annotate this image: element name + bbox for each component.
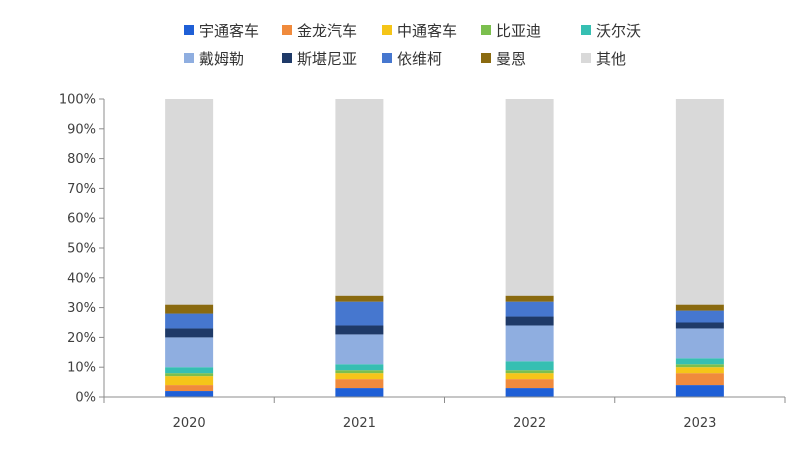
bar-stack-2021 <box>335 99 384 397</box>
legend-label: 斯堪尼亚 <box>297 50 357 68</box>
bar-segment-2021-s6 <box>335 334 384 365</box>
legend-swatch <box>581 53 591 63</box>
legend-item-7: 斯堪尼亚 <box>282 50 357 68</box>
legend-label: 中通客车 <box>397 22 457 40</box>
y-tick-label: 10% <box>67 361 96 376</box>
y-tick-label: 70% <box>67 182 96 197</box>
y-tick-label: 100% <box>59 93 96 108</box>
legend-label: 金龙汽车 <box>297 22 357 40</box>
bar-segment-2020-s2 <box>165 385 214 392</box>
y-tick-label: 60% <box>67 212 96 227</box>
bar-segment-2022-s9 <box>505 295 554 302</box>
legend-label: 依维柯 <box>397 50 442 68</box>
x-tick-label: 2023 <box>683 416 716 431</box>
bar-segment-2023-s7 <box>675 322 724 329</box>
legend-swatch <box>481 25 491 35</box>
bar-segment-2022-s2 <box>505 379 554 389</box>
bar-segment-2020-s4 <box>165 373 214 377</box>
bar-stack-2022 <box>505 99 554 397</box>
legend-swatch <box>184 53 194 63</box>
bar-segment-2020-s5 <box>165 367 214 374</box>
y-tick-label: 90% <box>67 122 96 137</box>
bar-segment-2021-s4 <box>335 370 384 374</box>
y-tick-label: 0% <box>75 391 96 406</box>
bar-segment-2020-s3 <box>165 376 214 386</box>
bar-segment-2022-s7 <box>505 316 554 326</box>
bar-segment-2023-s10 <box>675 99 724 305</box>
y-tick-label: 20% <box>67 331 96 346</box>
legend-swatch <box>184 25 194 35</box>
legend-swatch <box>282 53 292 63</box>
bar-segment-2023-s1 <box>675 385 724 397</box>
legend-item-4: 比亚迪 <box>481 22 541 40</box>
legend-label: 曼恩 <box>496 50 526 68</box>
legend-swatch <box>581 25 591 35</box>
y-axis: 0% 10% 20% 30% 40% 50% 60% 70% 80% 90% 100% <box>59 93 105 406</box>
bar-segment-2020-s6 <box>165 337 214 368</box>
bar-segment-2021-s5 <box>335 364 384 371</box>
bar-segment-2020-s8 <box>165 313 214 329</box>
legend-swatch <box>481 53 491 63</box>
y-tick-label: 30% <box>67 301 96 316</box>
bar-segment-2021-s7 <box>335 325 384 335</box>
x-tick-label: 2020 <box>173 416 206 431</box>
bar-segment-2022-s10 <box>505 99 554 296</box>
bar-segment-2023-s8 <box>675 310 724 323</box>
legend-item-8: 依维柯 <box>382 50 442 68</box>
x-tick-label: 2022 <box>513 416 546 431</box>
bar-segment-2023-s2 <box>675 373 724 386</box>
bar-segment-2021-s8 <box>335 301 384 326</box>
bar-segment-2020-s1 <box>165 391 214 397</box>
bar-segment-2020-s10 <box>165 99 214 305</box>
bar-segment-2021-s10 <box>335 99 384 296</box>
bar-segment-2021-s3 <box>335 373 384 380</box>
legend-item-3: 中通客车 <box>382 22 457 40</box>
bars <box>165 99 724 397</box>
legend-swatch <box>382 25 392 35</box>
bar-segment-2020-s9 <box>165 304 214 314</box>
x-axis: 2020 2021 2022 2023 <box>103 396 786 431</box>
bar-segment-2021-s9 <box>335 295 384 302</box>
legend-item-6: 戴姆勒 <box>184 50 244 68</box>
bar-segment-2022-s4 <box>505 370 554 374</box>
bar-segment-2021-s2 <box>335 379 384 389</box>
legend-swatch <box>282 25 292 35</box>
bar-stack-2020 <box>165 99 214 397</box>
bar-segment-2023-s3 <box>675 367 724 374</box>
bar-segment-2021-s1 <box>335 388 384 397</box>
legend-label: 其他 <box>596 50 626 68</box>
bar-segment-2023-s9 <box>675 304 724 311</box>
legend-item-5: 沃尔沃 <box>581 22 641 40</box>
legend-item-10: 其他 <box>581 50 626 68</box>
legend-item-2: 金龙汽车 <box>282 22 357 40</box>
legend-item-1: 宇通客车 <box>184 22 259 40</box>
bar-segment-2022-s6 <box>505 325 554 362</box>
y-tick-label: 80% <box>67 152 96 167</box>
x-tick-label: 2021 <box>343 416 376 431</box>
y-tick-label: 40% <box>67 271 96 286</box>
legend-label: 宇通客车 <box>199 22 259 40</box>
bar-segment-2022-s5 <box>505 361 554 371</box>
bar-stack-2023 <box>675 99 724 397</box>
bar-segment-2022-s1 <box>505 388 554 397</box>
bar-segment-2023-s5 <box>675 358 724 365</box>
legend-item-9: 曼恩 <box>481 50 526 68</box>
bar-segment-2022-s8 <box>505 301 554 317</box>
legend-swatch <box>382 53 392 63</box>
bar-segment-2020-s7 <box>165 328 214 338</box>
legend-label: 比亚迪 <box>496 22 541 40</box>
legend-label: 戴姆勒 <box>199 50 244 68</box>
bar-segment-2023-s6 <box>675 328 724 359</box>
bar-segment-2023-s4 <box>675 364 724 368</box>
bar-segment-2022-s3 <box>505 373 554 380</box>
y-tick-label: 50% <box>67 242 96 257</box>
legend-label: 沃尔沃 <box>596 22 641 40</box>
